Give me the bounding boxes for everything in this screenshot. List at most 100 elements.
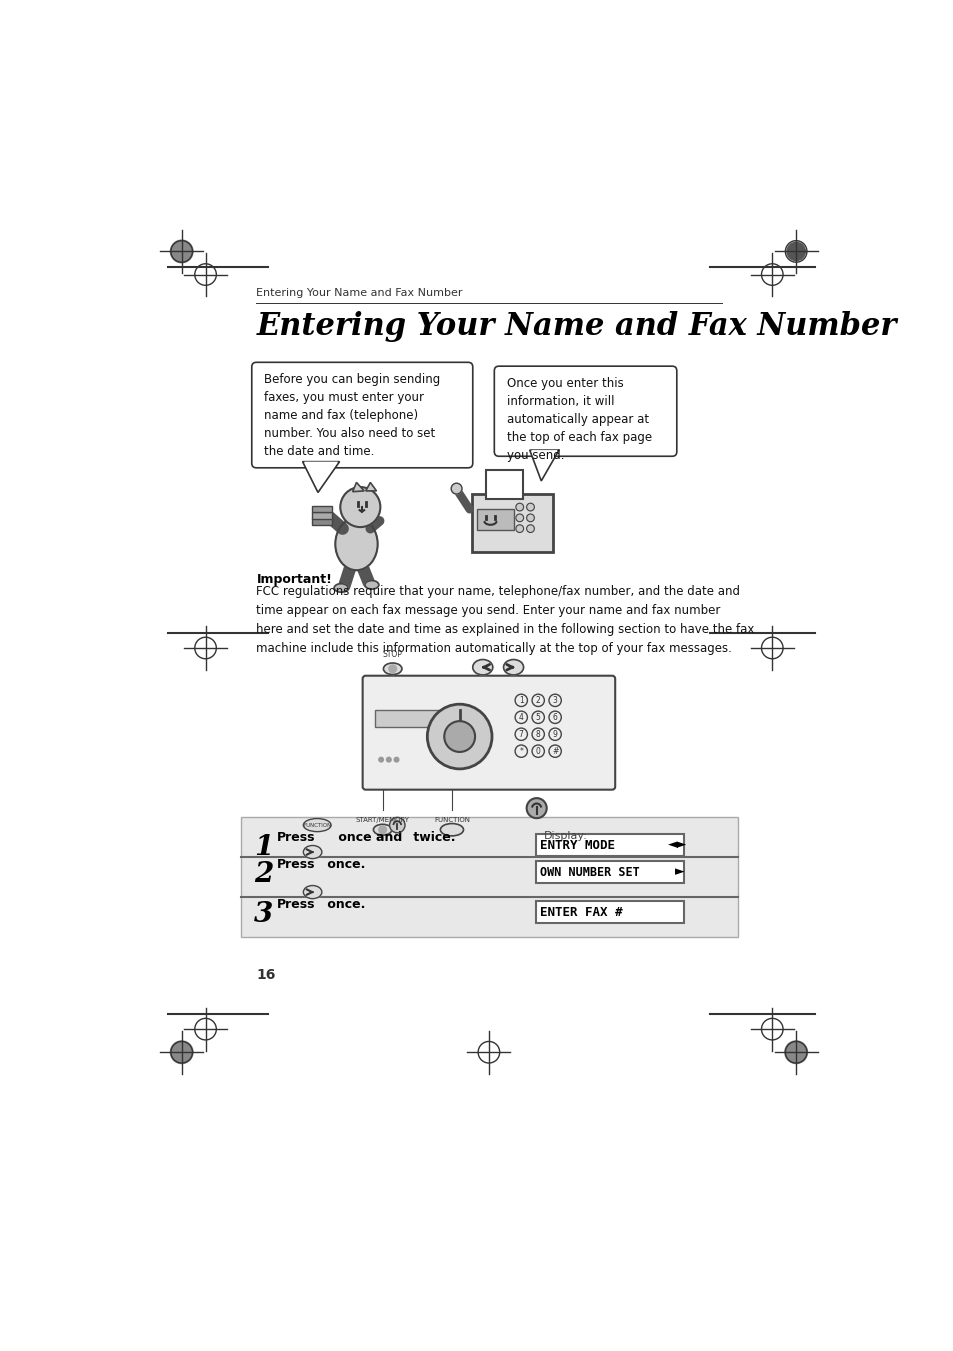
Text: #: #: [552, 747, 558, 755]
FancyBboxPatch shape: [536, 835, 683, 857]
FancyBboxPatch shape: [241, 817, 737, 936]
Text: 2: 2: [253, 862, 274, 888]
Circle shape: [516, 524, 523, 532]
Ellipse shape: [335, 517, 377, 570]
Circle shape: [548, 728, 560, 740]
Ellipse shape: [303, 819, 331, 832]
Text: 6: 6: [552, 713, 557, 721]
Text: once.: once.: [323, 858, 365, 871]
Circle shape: [516, 513, 523, 521]
Circle shape: [451, 484, 461, 494]
FancyBboxPatch shape: [375, 709, 440, 727]
Circle shape: [548, 694, 560, 707]
Text: FUNCTION: FUNCTION: [434, 817, 470, 823]
Text: 0: 0: [536, 747, 540, 755]
Polygon shape: [302, 462, 339, 493]
Circle shape: [394, 758, 398, 762]
Text: Press: Press: [277, 898, 315, 911]
Circle shape: [515, 694, 527, 707]
FancyBboxPatch shape: [312, 512, 332, 519]
Circle shape: [340, 488, 380, 527]
Circle shape: [389, 665, 396, 673]
Circle shape: [378, 825, 386, 834]
Text: ENTER FAX #: ENTER FAX #: [539, 905, 621, 919]
Text: Press: Press: [277, 858, 315, 871]
Circle shape: [532, 744, 544, 758]
Circle shape: [515, 728, 527, 740]
FancyBboxPatch shape: [312, 505, 332, 512]
Circle shape: [526, 503, 534, 511]
Text: Once you enter this
information, it will
automatically appear at
the top of each: Once you enter this information, it will…: [506, 377, 651, 462]
FancyBboxPatch shape: [536, 901, 683, 923]
Circle shape: [532, 694, 544, 707]
Text: 4: 4: [518, 713, 523, 721]
Circle shape: [548, 744, 560, 758]
FancyBboxPatch shape: [472, 494, 552, 551]
Text: Entering Your Name and Fax Number: Entering Your Name and Fax Number: [256, 311, 896, 342]
Circle shape: [427, 704, 492, 769]
FancyBboxPatch shape: [494, 366, 676, 457]
FancyBboxPatch shape: [312, 517, 332, 524]
Text: 16: 16: [256, 967, 275, 982]
Polygon shape: [529, 450, 558, 481]
Ellipse shape: [503, 659, 523, 676]
Text: Entering Your Name and Fax Number: Entering Your Name and Fax Number: [256, 288, 462, 297]
Text: Press: Press: [277, 831, 315, 844]
Text: OWN NUMBER SET: OWN NUMBER SET: [539, 866, 639, 878]
Circle shape: [171, 240, 193, 262]
Text: *: *: [518, 747, 522, 755]
Text: Important!: Important!: [256, 573, 332, 585]
Circle shape: [526, 798, 546, 819]
Text: FUNCTION: FUNCTION: [303, 823, 331, 828]
Text: 2: 2: [536, 696, 540, 705]
Text: ENTRY MODE: ENTRY MODE: [539, 839, 614, 851]
Ellipse shape: [473, 659, 493, 676]
Text: 5: 5: [536, 713, 540, 721]
Ellipse shape: [373, 824, 392, 835]
Text: Before you can begin sending
faxes, you must enter your
name and fax (telephone): Before you can begin sending faxes, you …: [264, 373, 440, 458]
Text: 1: 1: [518, 696, 523, 705]
Ellipse shape: [383, 663, 401, 674]
Polygon shape: [353, 482, 364, 492]
Text: twice.: twice.: [409, 831, 455, 844]
Circle shape: [532, 711, 544, 723]
Text: 3: 3: [552, 696, 557, 705]
Circle shape: [526, 513, 534, 521]
Circle shape: [532, 728, 544, 740]
Text: Display:: Display:: [543, 831, 587, 842]
Text: FCC regulations require that your name, telephone/fax number, and the date and
t: FCC regulations require that your name, …: [256, 585, 754, 655]
Circle shape: [784, 1040, 806, 1063]
Circle shape: [515, 744, 527, 758]
FancyBboxPatch shape: [252, 362, 473, 467]
Ellipse shape: [303, 846, 321, 859]
FancyBboxPatch shape: [476, 508, 513, 530]
Circle shape: [516, 503, 523, 511]
Text: once and: once and: [334, 831, 402, 844]
Ellipse shape: [334, 584, 348, 592]
Text: STOP: STOP: [382, 650, 402, 659]
Circle shape: [378, 758, 383, 762]
FancyBboxPatch shape: [485, 470, 522, 500]
Ellipse shape: [365, 581, 378, 589]
FancyBboxPatch shape: [362, 676, 615, 790]
Polygon shape: [304, 462, 337, 486]
Circle shape: [386, 758, 391, 762]
Text: START/MEMORY: START/MEMORY: [355, 817, 409, 823]
Text: 9: 9: [552, 730, 557, 739]
Text: once.: once.: [323, 898, 365, 911]
Polygon shape: [531, 450, 557, 473]
Circle shape: [389, 817, 405, 832]
Circle shape: [171, 1040, 193, 1063]
Ellipse shape: [303, 885, 321, 898]
Text: 8: 8: [536, 730, 540, 739]
Text: ◄►: ◄►: [668, 839, 687, 851]
Circle shape: [444, 721, 475, 753]
Polygon shape: [365, 482, 376, 490]
Circle shape: [526, 524, 534, 532]
Circle shape: [786, 242, 804, 261]
Text: ►: ►: [674, 866, 683, 878]
Ellipse shape: [440, 824, 463, 836]
Text: 1: 1: [253, 835, 274, 862]
FancyBboxPatch shape: [536, 862, 683, 882]
Circle shape: [515, 711, 527, 723]
